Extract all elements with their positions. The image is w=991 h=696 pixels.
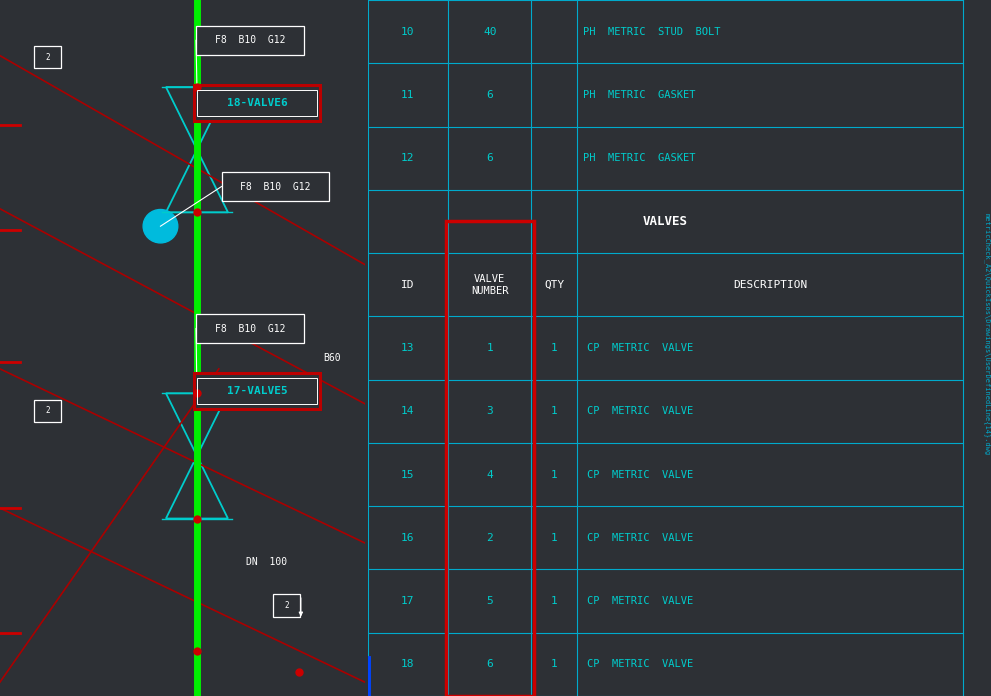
Text: 17: 17	[401, 596, 414, 606]
Bar	[197, 90, 317, 116]
Text: QTY: QTY	[544, 280, 565, 290]
Text: PH  METRIC  GASKET: PH METRIC GASKET	[584, 90, 696, 100]
Text: 18: 18	[401, 659, 414, 670]
Text: DESCRIPTION: DESCRIPTION	[733, 280, 808, 290]
Text: 1: 1	[551, 659, 558, 670]
Text: 2: 2	[487, 533, 494, 543]
Text: F8  B10  G12: F8 B10 G12	[215, 35, 285, 45]
Text: 1: 1	[551, 533, 558, 543]
Text: 1: 1	[551, 470, 558, 480]
Text: 40: 40	[483, 26, 496, 37]
Text: 12: 12	[401, 153, 414, 163]
Text: 2: 2	[284, 601, 288, 610]
Text: 3: 3	[487, 406, 494, 416]
Text: 2: 2	[46, 406, 50, 415]
Bar	[446, 221, 534, 696]
Text: 11: 11	[401, 90, 414, 100]
Text: F8  B10  G12: F8 B10 G12	[215, 324, 285, 333]
Text: 16: 16	[401, 533, 414, 543]
Text: 6: 6	[487, 659, 494, 670]
Bar	[196, 26, 303, 55]
Text: 17-VALVE5: 17-VALVE5	[227, 386, 287, 396]
Text: CP  METRIC  VALVE: CP METRIC VALVE	[587, 406, 693, 416]
Text: CP  METRIC  VALVE: CP METRIC VALVE	[587, 343, 693, 353]
Bar	[197, 378, 317, 404]
Text: 15: 15	[401, 470, 414, 480]
Text: 1: 1	[551, 343, 558, 353]
Text: metricCheck_A2\QuickIsos\Drawings\UserDefinedLine{14}.dwg: metricCheck_A2\QuickIsos\Drawings\UserDe…	[983, 213, 990, 455]
Bar	[34, 46, 61, 68]
Bar	[194, 373, 320, 409]
Bar	[273, 594, 300, 617]
Bar	[222, 172, 329, 201]
Text: 2: 2	[46, 53, 50, 61]
Bar	[194, 85, 320, 121]
Text: 10: 10	[401, 26, 414, 37]
Text: CP  METRIC  VALVE: CP METRIC VALVE	[587, 470, 693, 480]
Text: PH  METRIC  STUD  BOLT: PH METRIC STUD BOLT	[584, 26, 720, 37]
Text: CP  METRIC  VALVE: CP METRIC VALVE	[587, 659, 693, 670]
Text: 4: 4	[487, 470, 494, 480]
Bar	[34, 400, 61, 422]
Text: VALVE
NUMBER: VALVE NUMBER	[471, 274, 508, 296]
Bar	[196, 314, 303, 343]
Text: F8  B10  G12: F8 B10 G12	[240, 182, 310, 191]
Text: CP  METRIC  VALVE: CP METRIC VALVE	[587, 596, 693, 606]
Text: CP  METRIC  VALVE: CP METRIC VALVE	[587, 533, 693, 543]
Text: 1: 1	[487, 343, 494, 353]
Text: 6: 6	[487, 90, 494, 100]
Text: 14: 14	[401, 406, 414, 416]
Ellipse shape	[143, 209, 177, 243]
Text: DN  100: DN 100	[246, 557, 286, 567]
Text: 18-VALVE6: 18-VALVE6	[227, 98, 287, 108]
Text: 6: 6	[487, 153, 494, 163]
Text: VALVES: VALVES	[643, 215, 688, 228]
Text: 5: 5	[487, 596, 494, 606]
Text: 1: 1	[551, 406, 558, 416]
Text: PH  METRIC  GASKET: PH METRIC GASKET	[584, 153, 696, 163]
Text: 1: 1	[551, 596, 558, 606]
Text: ID: ID	[401, 280, 414, 290]
Text: B60: B60	[323, 354, 341, 363]
Text: 13: 13	[401, 343, 414, 353]
